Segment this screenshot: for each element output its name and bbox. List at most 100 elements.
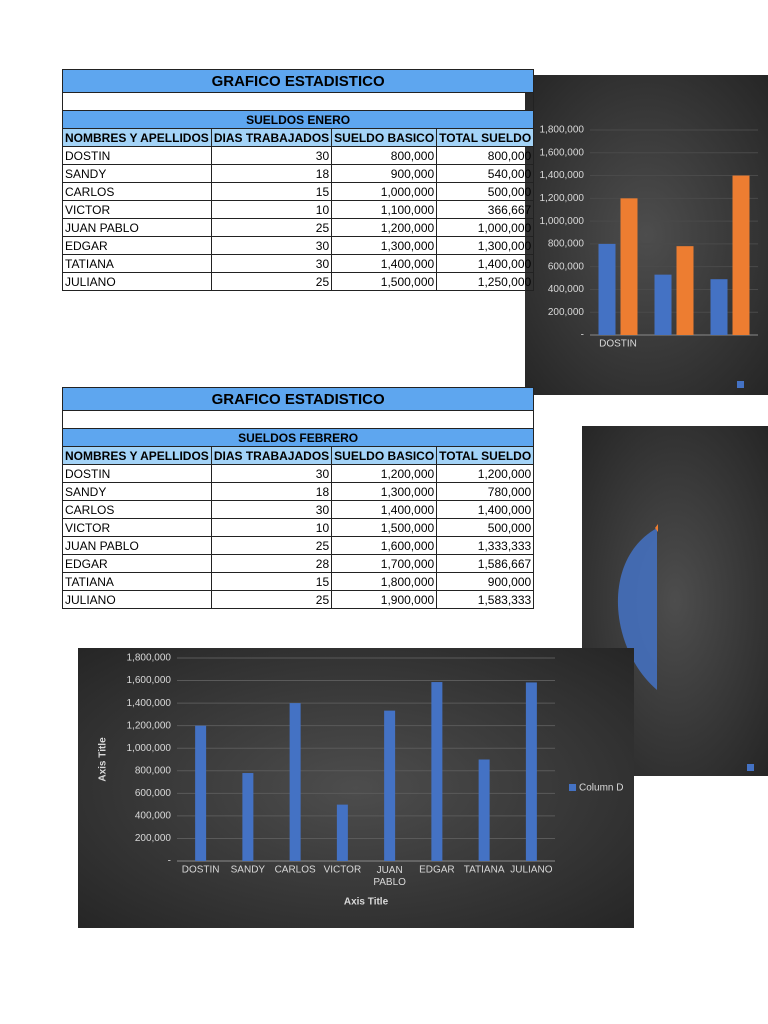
table-row: DOSTIN 30 1,200,000 1,200,000 bbox=[62, 464, 535, 483]
y-tick-label: 400,000 bbox=[135, 811, 172, 822]
y-tick-label: 600,000 bbox=[135, 788, 172, 799]
blank-cell bbox=[61, 410, 535, 429]
table-cell: 10 bbox=[210, 200, 333, 219]
table-cell: 25 bbox=[210, 536, 333, 555]
bar bbox=[384, 710, 396, 861]
table-cell: 1,250,000 bbox=[436, 272, 535, 291]
table-cell: 540,000 bbox=[436, 164, 535, 183]
table-title: GRAFICO ESTADISTICO bbox=[61, 387, 535, 411]
table-row: DOSTIN 30 800,000 800,000 bbox=[62, 146, 535, 165]
y-tick-label: - bbox=[581, 330, 584, 341]
table-cell: 18 bbox=[210, 482, 333, 501]
chart-background bbox=[525, 75, 768, 395]
table-subtitle: SUELDOS FEBRERO bbox=[61, 428, 535, 447]
table-cell: SANDY bbox=[62, 482, 212, 501]
table-subtitle: SUELDOS ENERO bbox=[61, 110, 535, 129]
pie-slice bbox=[617, 528, 657, 690]
table-row: NOMBRES Y APELLIDOS DIAS TRABAJADOS SUELDO… bbox=[62, 446, 535, 465]
table-cell: 1,400,000 bbox=[331, 254, 438, 273]
bar bbox=[598, 243, 616, 335]
y-tick-label: 1,800,000 bbox=[127, 653, 172, 664]
legend-swatch bbox=[569, 784, 576, 791]
column-header: DIAS TRABAJADOS bbox=[210, 446, 333, 465]
y-tick-label: 600,000 bbox=[548, 261, 585, 272]
table-cell: 1,400,000 bbox=[436, 500, 535, 519]
table-row: VICTOR 10 1,500,000 500,000 bbox=[62, 518, 535, 537]
x-tick-label: EDGAR bbox=[419, 865, 455, 876]
x-tick-label: TATIANA bbox=[464, 865, 505, 876]
table-cell: VICTOR bbox=[62, 200, 212, 219]
y-tick-label: 1,600,000 bbox=[127, 675, 172, 686]
bar bbox=[431, 682, 443, 861]
blank-cell bbox=[61, 92, 535, 111]
x-tick-label: SANDY bbox=[231, 865, 266, 876]
table-cell: JULIANO bbox=[62, 590, 212, 609]
x-tick-label: JULIANO bbox=[510, 865, 552, 876]
y-tick-label: - bbox=[168, 856, 171, 867]
table-cell: 780,000 bbox=[436, 482, 535, 501]
table-row: GRAFICO ESTADISTICO bbox=[61, 69, 535, 93]
y-tick-label: 1,200,000 bbox=[127, 720, 172, 731]
table-cell: 1,200,000 bbox=[436, 464, 535, 483]
y-tick-label: 800,000 bbox=[135, 765, 172, 776]
column-header: TOTAL SUELDO bbox=[436, 446, 535, 465]
column-header: TOTAL SUELDO bbox=[436, 128, 535, 147]
table-row: SUELDOS ENERO bbox=[61, 110, 535, 129]
table-cell: 30 bbox=[210, 254, 333, 273]
table-cell: SANDY bbox=[62, 164, 212, 183]
legend-label: Column D bbox=[579, 783, 623, 794]
y-tick-label: 1,600,000 bbox=[540, 147, 585, 158]
table-row: JUAN PABLO 25 1,200,000 1,000,000 bbox=[62, 218, 535, 237]
bar bbox=[620, 198, 638, 335]
table-cell: TATIANA bbox=[62, 572, 212, 591]
table-row: TATIANA 30 1,400,000 1,400,000 bbox=[62, 254, 535, 273]
table-cell: VICTOR bbox=[62, 518, 212, 537]
table-cell: JULIANO bbox=[62, 272, 212, 291]
table-row: JULIANO 25 1,900,000 1,583,333 bbox=[62, 590, 535, 609]
x-axis-title: Axis Title bbox=[344, 897, 389, 908]
table-cell: 1,200,000 bbox=[331, 218, 438, 237]
table-cell: 1,300,000 bbox=[436, 236, 535, 255]
y-tick-label: 200,000 bbox=[548, 307, 585, 318]
table-cell: 1,300,000 bbox=[331, 236, 438, 255]
table-cell: 500,000 bbox=[436, 518, 535, 537]
table-cell: 1,700,000 bbox=[331, 554, 438, 573]
bar bbox=[478, 759, 490, 861]
table-cell: JUAN PABLO bbox=[62, 536, 212, 555]
y-tick-label: 1,400,000 bbox=[127, 698, 172, 709]
bar bbox=[289, 703, 301, 861]
table-cell: 1,586,667 bbox=[436, 554, 535, 573]
table: GRAFICO ESTADISTICO SUELDOS FEBRERO NOMBRE… bbox=[61, 387, 535, 609]
table-cell: DOSTIN bbox=[62, 464, 212, 483]
table-cell: 500,000 bbox=[436, 182, 535, 201]
table-cell: 1,500,000 bbox=[331, 272, 438, 291]
table-row: NOMBRES Y APELLIDOS DIAS TRABAJADOS SUELDO… bbox=[62, 128, 535, 147]
table-cell: 30 bbox=[210, 146, 333, 165]
table-cell: 1,200,000 bbox=[331, 464, 438, 483]
chart-background bbox=[78, 648, 634, 928]
table-cell: 1,800,000 bbox=[331, 572, 438, 591]
table-cell: 900,000 bbox=[436, 572, 535, 591]
table-cell: 25 bbox=[210, 272, 333, 291]
table-cell: 10 bbox=[210, 518, 333, 537]
y-tick-label: 1,400,000 bbox=[540, 170, 585, 181]
table-cell: 25 bbox=[210, 218, 333, 237]
table-row: CARLOS 15 1,000,000 500,000 bbox=[62, 182, 535, 201]
x-tick-label: CARLOS bbox=[275, 865, 316, 876]
table-cell: 25 bbox=[210, 590, 333, 609]
table-cell: 366,667 bbox=[436, 200, 535, 219]
table-cell: EDGAR bbox=[62, 236, 212, 255]
bar bbox=[732, 175, 750, 335]
table-cell: 800,000 bbox=[436, 146, 535, 165]
y-axis-title: Axis Title bbox=[98, 737, 109, 782]
table-cell: 28 bbox=[210, 554, 333, 573]
table-row: TATIANA 15 1,800,000 900,000 bbox=[62, 572, 535, 591]
table-cell: 1,400,000 bbox=[331, 500, 438, 519]
column-header: SUELDO BASICO bbox=[331, 128, 438, 147]
table-row: JULIANO 25 1,500,000 1,250,000 bbox=[62, 272, 535, 291]
x-tick-label: JUAN PABLO bbox=[373, 865, 406, 888]
table-cell: 1,583,333 bbox=[436, 590, 535, 609]
bar bbox=[336, 804, 348, 861]
